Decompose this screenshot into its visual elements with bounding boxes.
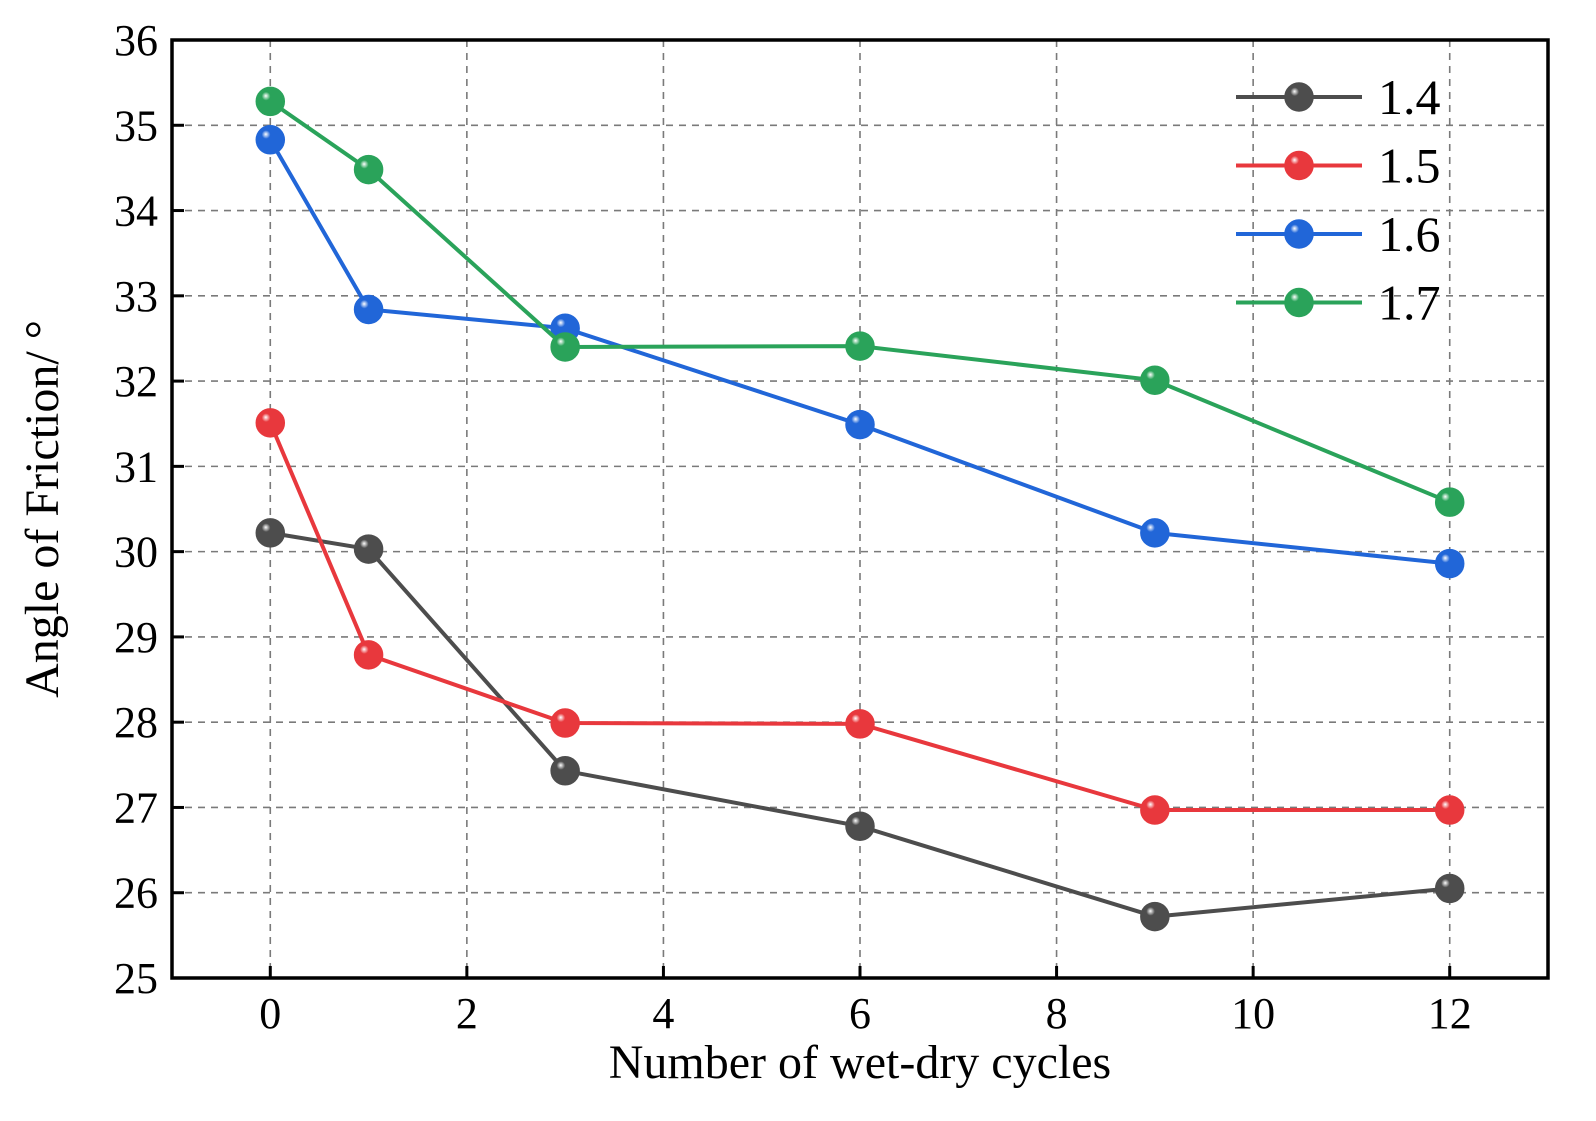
x-tick-label-4: 4 (652, 989, 674, 1038)
x-tick-label-8: 8 (1046, 989, 1068, 1038)
y-tick-label-31: 31 (114, 442, 158, 491)
legend-marker-1.7 (1284, 287, 1314, 318)
data-point-1.4-12 (1434, 873, 1465, 904)
y-tick-label-34: 34 (114, 187, 158, 236)
legend-label-1.6: 1.6 (1378, 206, 1441, 262)
legend-label-1.7: 1.7 (1378, 275, 1441, 331)
y-tick-label-28: 28 (114, 698, 158, 747)
data-point-1.5-9 (1140, 795, 1170, 825)
legend-label-1.5: 1.5 (1378, 138, 1441, 194)
x-tick-label-12: 12 (1428, 989, 1472, 1038)
y-tick-label-35: 35 (114, 101, 158, 150)
series-line-1.5 (268, 422, 1450, 813)
data-point-1.7-12 (1434, 487, 1465, 517)
legend-item-1.7: 1.7 (1236, 275, 1441, 331)
series-line-1.7 (269, 99, 1451, 505)
data-point-1.6-9 (1140, 518, 1170, 548)
series-1.7 (255, 86, 1465, 517)
data-point-1.7-0 (255, 86, 286, 117)
data-point-1.4-1 (353, 534, 384, 564)
legend-marker-1.5 (1284, 150, 1314, 181)
data-point-1.6-6 (845, 409, 875, 440)
x-tick-label-10: 10 (1231, 989, 1275, 1038)
series-1.4 (255, 518, 1465, 932)
x-tick-label-2: 2 (456, 989, 478, 1038)
data-point-1.4-0 (255, 518, 286, 548)
data-point-1.4-9 (1140, 901, 1170, 932)
axis-ticks (172, 38, 1452, 980)
data-point-1.7-3 (550, 332, 580, 362)
series-1.6 (255, 125, 1465, 579)
data-point-1.4-3 (550, 756, 580, 786)
legend-label-1.4: 1.4 (1378, 69, 1441, 125)
legend-item-1.6: 1.6 (1236, 206, 1441, 262)
data-point-1.5-1 (353, 640, 384, 670)
y-tick-label-36: 36 (114, 16, 158, 65)
data-point-1.6-12 (1434, 548, 1465, 579)
y-tick-label-32: 32 (114, 357, 158, 406)
data-point-1.7-9 (1140, 365, 1170, 395)
series-line-1.6 (268, 138, 1450, 566)
data-point-1.5-3 (550, 708, 580, 738)
y-tick-label-26: 26 (114, 869, 158, 918)
legend-item-1.5: 1.5 (1236, 138, 1441, 194)
x-tick-label-0: 0 (259, 989, 281, 1038)
tick-labels: 0 2 4 6 8 10 12 25 26 27 28 29 30 31 32 33 34 35 36 (114, 16, 1472, 1038)
y-axis-title: Angle of Friction/ ° (16, 320, 69, 698)
legend: 1.4 1.5 1.6 1.7 (1236, 69, 1441, 331)
y-tick-label-33: 33 (114, 272, 158, 321)
y-tick-label-25: 25 (114, 954, 158, 1003)
data-point-1.6-0 (255, 125, 286, 155)
data-point-1.7-6 (845, 331, 875, 361)
y-tick-label-29: 29 (114, 613, 158, 662)
data-point-1.5-12 (1434, 795, 1465, 825)
legend-item-1.4: 1.4 (1236, 69, 1441, 125)
data-point-1.6-1 (353, 294, 384, 325)
data-point-1.5-6 (845, 709, 875, 739)
legend-marker-1.4 (1284, 82, 1314, 112)
data-point-1.5-0 (255, 408, 286, 438)
y-tick-label-27: 27 (114, 783, 158, 832)
y-tick-label-30: 30 (114, 528, 158, 577)
data-point-1.4-6 (845, 811, 875, 841)
legend-marker-1.6 (1284, 219, 1314, 249)
data-point-1.7-1 (353, 154, 384, 185)
x-tick-label-6: 6 (849, 989, 871, 1038)
series-layer (255, 86, 1465, 932)
series-line-1.4 (269, 530, 1450, 919)
x-axis-title: Number of wet-dry cycles (609, 1036, 1111, 1089)
series-1.5 (255, 408, 1465, 825)
